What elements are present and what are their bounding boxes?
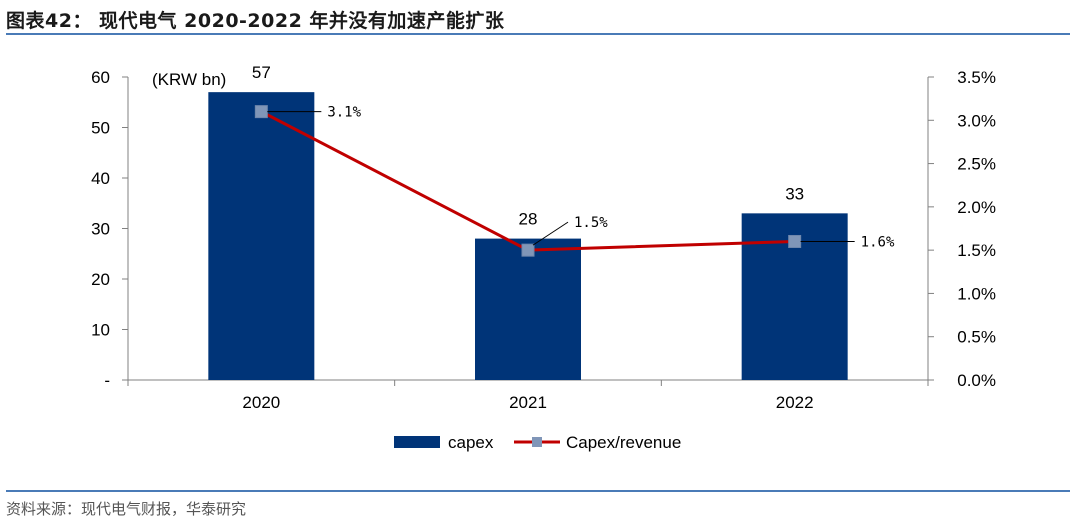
ratio-value-label: 1.5% — [574, 215, 608, 231]
line-series — [254, 105, 802, 257]
legend-capex-label: capex — [448, 433, 494, 452]
capex-revenue-marker — [254, 105, 268, 119]
left-tick-label: 20 — [91, 270, 110, 289]
legend-capex-swatch — [394, 436, 440, 448]
unit-label: (KRW bn) — [152, 70, 226, 89]
right-tick-label: 3.5% — [957, 68, 996, 87]
left-tick-label: - — [104, 371, 110, 390]
left-tick-label: 40 — [91, 169, 110, 188]
data-labels: 57 28 33 3.1% 1.5% 1.6% — [252, 63, 895, 250]
right-tick-label: 0.5% — [957, 328, 996, 347]
ratio-value-label: 1.6% — [861, 234, 895, 250]
chart-title: 图表42： 现代电气 2020-2022 年并没有加速产能扩张 — [6, 10, 505, 32]
legend-ratio-label: Capex/revenue — [566, 433, 681, 452]
right-tick-label: 2.0% — [957, 198, 996, 217]
x-tick-label: 2022 — [776, 393, 814, 412]
source-note: 资料来源：现代电气财报，华泰研究 — [6, 500, 247, 518]
right-tick-label: 3.0% — [957, 111, 996, 130]
source-rule — [6, 490, 1070, 492]
right-tick-label: 1.0% — [957, 284, 996, 303]
right-tick-label: 0.0% — [957, 371, 996, 390]
capex-revenue-marker — [788, 234, 802, 248]
capex-value-label: 57 — [252, 63, 271, 82]
ratio-value-label: 3.1% — [327, 105, 361, 121]
ratio-leader-line — [532, 221, 569, 246]
left-tick-label: 50 — [91, 119, 110, 138]
chart: - 10 20 30 40 50 60 0.0% 0.5% 1.0% 1.5% 2.0% 2.5% 3.0… — [91, 63, 996, 452]
capex-bar — [475, 238, 581, 380]
capex-value-label: 28 — [519, 210, 538, 229]
capex-revenue-line — [260, 110, 795, 252]
legend: capex Capex/revenue — [394, 433, 681, 452]
left-tick-label: 10 — [91, 321, 110, 340]
chart-axes: - 10 20 30 40 50 60 0.0% 0.5% 1.0% 1.5% 2.0% 2.5% 3.0… — [91, 68, 996, 412]
right-tick-label: 2.5% — [957, 155, 996, 174]
legend-ratio-marker — [532, 437, 542, 447]
right-tick-label: 1.5% — [957, 241, 996, 260]
capex-revenue-marker — [521, 243, 535, 257]
x-tick-label: 2020 — [242, 393, 280, 412]
title-rule — [6, 33, 1070, 35]
left-tick-label: 30 — [91, 220, 110, 239]
capex-bar — [208, 92, 315, 381]
left-tick-label: 60 — [91, 68, 110, 87]
x-tick-label: 2021 — [509, 393, 547, 412]
capex-value-label: 33 — [785, 184, 804, 203]
bar-series — [208, 92, 848, 381]
